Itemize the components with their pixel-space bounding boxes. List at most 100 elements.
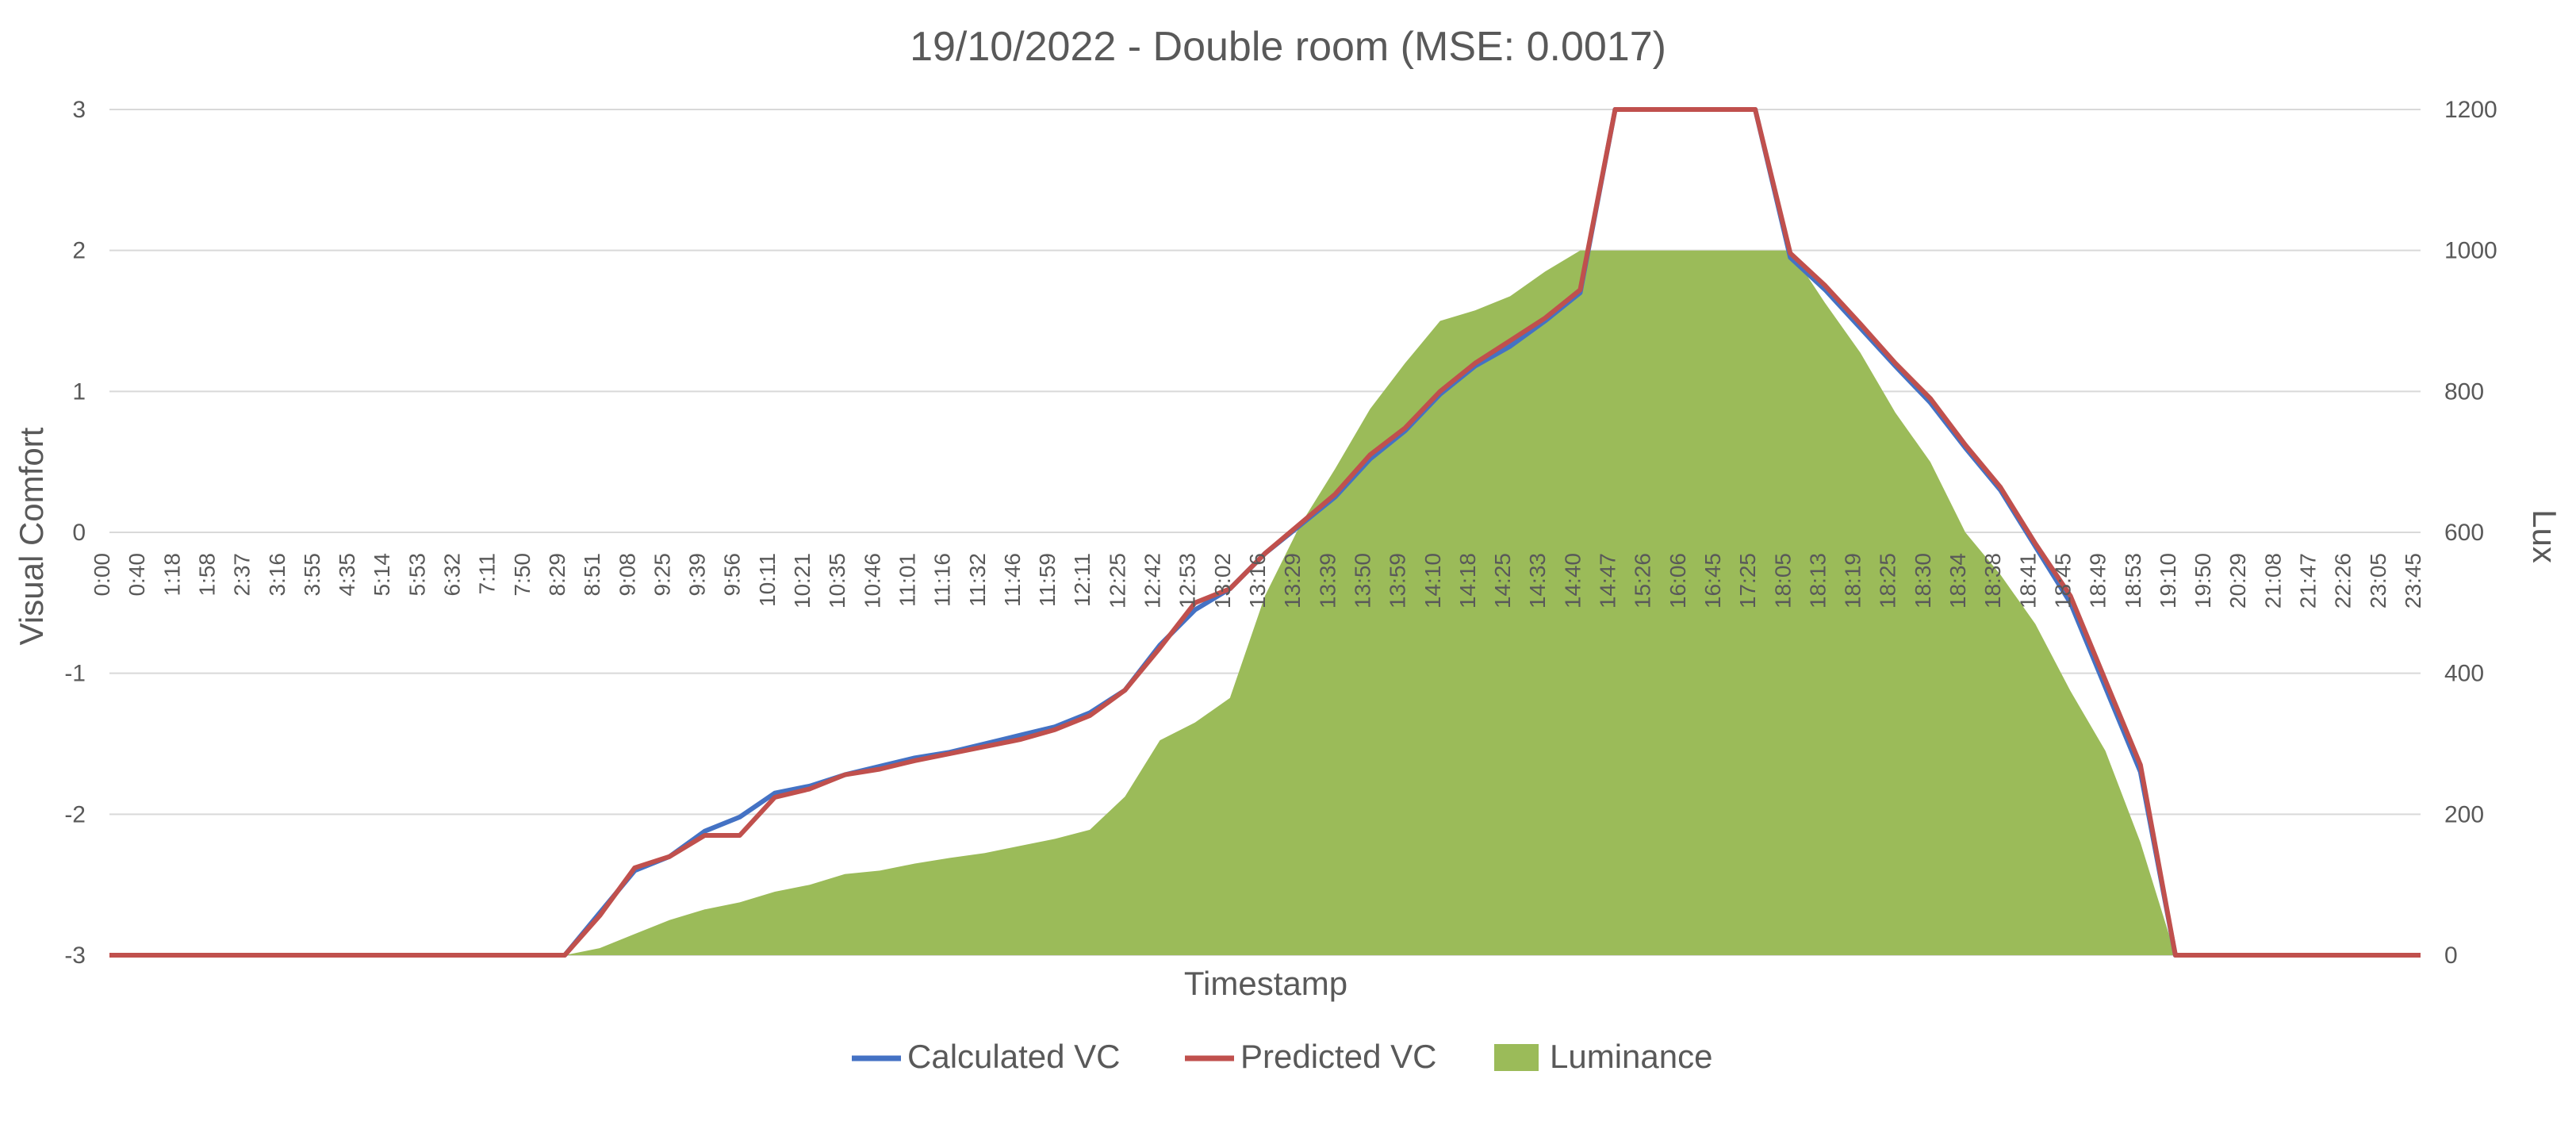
x-tick-label: 12:53 [1175, 553, 1200, 608]
right-axis-ticks: 0 200 400 600 800 1000 1200 [2444, 97, 2497, 969]
legend-label: Luminance [1550, 1038, 1712, 1075]
x-tick-label: 2:37 [230, 553, 255, 597]
x-tick-label: 17:25 [1735, 553, 1760, 608]
x-tick-label: 8:29 [545, 553, 569, 597]
x-tick-label: 10:35 [825, 553, 849, 608]
y-axis-label: Visual Comfort [13, 427, 50, 645]
x-tick-label: 19:50 [2191, 553, 2215, 608]
y-tick-label: 3 [72, 97, 86, 123]
legend-label: Predicted VC [1240, 1038, 1436, 1075]
x-tick-label: 15:26 [1631, 553, 1655, 608]
y-tick-label: -3 [64, 942, 86, 969]
y-tick-label: -1 [64, 661, 86, 687]
x-tick-label: 9:39 [685, 553, 710, 597]
x-tick-label: 4:35 [335, 553, 359, 597]
x-tick-label: 11:46 [1000, 553, 1025, 607]
x-tick-label: 16:45 [1700, 553, 1725, 608]
legend-item: Calculated VC [852, 1038, 1120, 1075]
x-tick-label: 18:19 [1841, 553, 1865, 608]
luminance-area [109, 250, 2421, 955]
x-tick-label: 16:06 [1666, 553, 1690, 608]
x-tick-label: 11:01 [895, 553, 919, 607]
luminance-area-layer [109, 250, 2421, 955]
y2-axis-label: Lux [2526, 509, 2563, 563]
x-tick-label: 13:59 [1386, 553, 1410, 608]
x-tick-label: 0:00 [90, 553, 114, 597]
legend: Calculated VC Predicted VC Luminance [852, 1038, 1712, 1075]
legend-item: Predicted VC [1185, 1038, 1436, 1075]
x-tick-label: 7:11 [475, 553, 500, 594]
x-tick-label: 19:10 [2156, 553, 2180, 608]
x-tick-label: 9:25 [650, 553, 674, 597]
x-tick-label: 18:38 [1980, 553, 2005, 608]
y2-tick-label: 600 [2444, 520, 2484, 546]
y2-tick-label: 0 [2444, 942, 2458, 969]
x-tick-label: 14:40 [1560, 553, 1585, 608]
y-tick-label: 0 [72, 520, 86, 546]
x-tick-label: 5:53 [404, 553, 429, 597]
x-tick-label: 13:16 [1245, 553, 1270, 608]
x-tick-label: 3:16 [265, 553, 289, 597]
x-tick-label: 18:30 [1911, 553, 1935, 608]
x-tick-label: 18:45 [2050, 553, 2075, 608]
x-tick-label: 7:50 [510, 553, 535, 597]
legend-label: Calculated VC [907, 1038, 1120, 1075]
x-tick-label: 18:25 [1876, 553, 1900, 608]
x-tick-label: 6:32 [440, 553, 465, 597]
x-tick-label: 23:45 [2401, 553, 2425, 608]
x-tick-label: 9:08 [615, 553, 639, 597]
x-tick-label: 8:51 [580, 553, 604, 597]
legend-item: Luminance [1494, 1038, 1712, 1075]
x-tick-label: 9:56 [720, 553, 745, 597]
y2-tick-label: 1200 [2444, 97, 2497, 123]
x-tick-label: 10:21 [790, 553, 815, 608]
x-tick-label: 13:02 [1210, 553, 1235, 608]
x-axis-ticks: 0:00 0:40 1:18 1:58 2:37 3:16 3:55 4:35 5:14 5:53… [90, 553, 2425, 608]
x-tick-label: 13:29 [1280, 553, 1305, 608]
x-tick-label: 18:05 [1770, 553, 1795, 608]
x-tick-label: 18:49 [2086, 553, 2110, 608]
left-axis-ticks: -3 -2 -1 0 1 2 3 [64, 97, 86, 969]
x-axis-label: Timestamp [1184, 965, 1347, 1002]
x-tick-label: 14:33 [1525, 553, 1550, 608]
x-tick-label: 14:47 [1596, 553, 1620, 608]
x-tick-label: 11:16 [930, 553, 955, 607]
x-tick-label: 21:08 [2260, 553, 2285, 608]
x-tick-label: 1:58 [194, 553, 219, 597]
x-tick-label: 22:26 [2331, 553, 2356, 608]
x-tick-label: 12:25 [1105, 553, 1129, 608]
x-tick-label: 10:11 [755, 553, 780, 607]
x-tick-label: 13:50 [1350, 553, 1374, 608]
y2-tick-label: 200 [2444, 801, 2484, 827]
x-tick-label: 14:18 [1455, 553, 1480, 608]
x-tick-label: 18:13 [1805, 553, 1830, 608]
x-tick-label: 11:32 [965, 553, 990, 607]
predicted-vc-line [109, 107, 2421, 958]
y2-tick-label: 400 [2444, 661, 2484, 687]
y-tick-label: -2 [64, 801, 86, 827]
x-tick-label: 5:14 [370, 553, 394, 597]
x-tick-label: 20:29 [2225, 553, 2250, 608]
x-tick-label: 18:34 [1945, 553, 1970, 608]
x-tick-label: 11:59 [1035, 553, 1060, 607]
x-tick-label: 10:46 [860, 553, 884, 608]
legend-swatch [1494, 1044, 1539, 1071]
x-tick-label: 14:10 [1420, 553, 1445, 608]
x-tick-label: 12:42 [1140, 553, 1165, 608]
chart-title: 19/10/2022 - Double room (MSE: 0.0017) [910, 24, 1666, 70]
x-tick-label: 0:40 [125, 553, 149, 597]
x-tick-label: 21:47 [2296, 553, 2321, 608]
y-tick-label: 1 [72, 378, 86, 405]
x-tick-label: 12:11 [1070, 553, 1094, 607]
x-tick-label: 13:39 [1315, 553, 1340, 608]
x-tick-label: 18:53 [2121, 553, 2145, 608]
x-tick-label: 1:18 [159, 553, 184, 597]
y2-tick-label: 1000 [2444, 238, 2497, 264]
y2-tick-label: 800 [2444, 378, 2484, 405]
x-tick-label: 23:05 [2366, 553, 2390, 608]
x-tick-label: 18:41 [2015, 553, 2040, 608]
series-lines [109, 107, 2421, 958]
x-tick-label: 14:25 [1490, 553, 1515, 608]
